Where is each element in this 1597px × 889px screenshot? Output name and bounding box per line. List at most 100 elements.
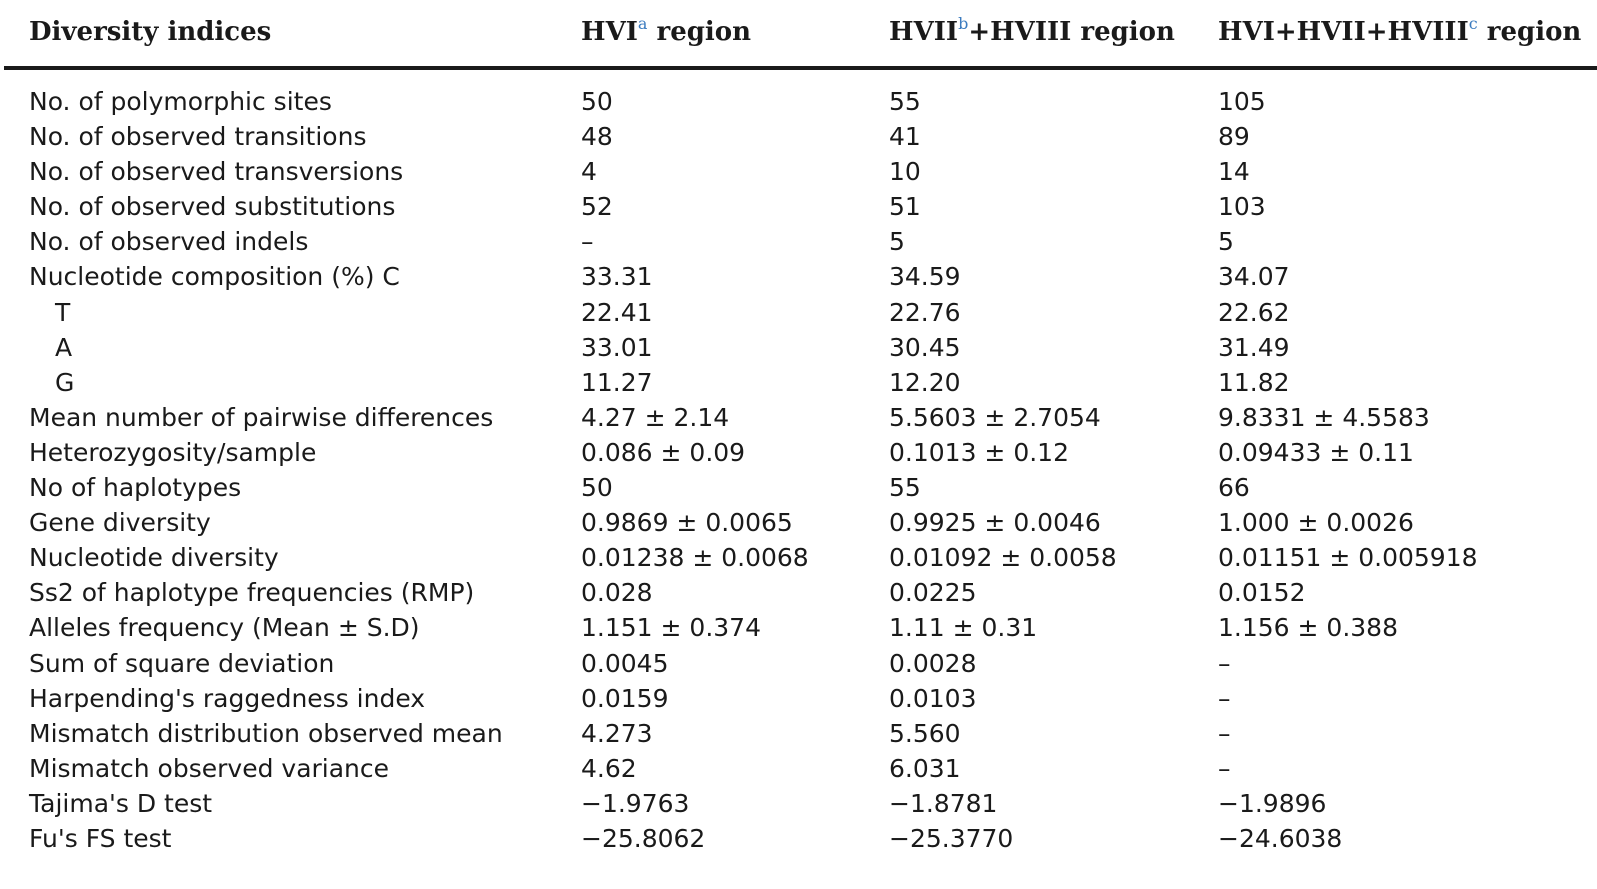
- row-value-col-3: 103: [1218, 192, 1266, 222]
- row-value-col-2: 0.0225: [889, 578, 977, 608]
- row-label: No. of observed indels: [29, 227, 309, 257]
- row-value-col-3: 5: [1218, 227, 1234, 257]
- table-row: Mean number of pairwise differences 4.27 …: [0, 400, 1597, 435]
- row-value-col-1: 52: [581, 192, 613, 222]
- table-row: Mismatch observed variance 4.62 6.031 –: [0, 751, 1597, 786]
- row-value-col-3: −1.9896: [1218, 788, 1327, 818]
- row-value-col-3: 1.156 ± 0.388: [1218, 613, 1398, 643]
- row-value-col-3: −24.6038: [1218, 823, 1343, 853]
- row-value-col-1: 33.01: [581, 332, 653, 362]
- row-value-col-2: 1.11 ± 0.31: [889, 613, 1038, 643]
- header-diversity-indices: Diversity indices: [29, 17, 272, 47]
- row-value-col-3: 66: [1218, 473, 1250, 503]
- table-row: No. of polymorphic sites 50 55 105: [0, 84, 1597, 119]
- table-row: Tajima's D test −1.9763 −1.8781 −1.9896: [0, 786, 1597, 821]
- row-value-col-1: 50: [581, 87, 613, 116]
- row-value-col-2: 0.0028: [889, 648, 977, 678]
- row-value-col-1: 0.086 ± 0.09: [581, 437, 746, 467]
- row-value-col-1: 50: [581, 473, 613, 503]
- row-label: Tajima's D test: [29, 788, 213, 818]
- footnote-marker-b[interactable]: b: [958, 14, 969, 33]
- row-value-col-2: 0.01092 ± 0.0058: [889, 543, 1117, 573]
- table-row: Heterozygosity/sample 0.086 ± 0.09 0.1013 …: [0, 435, 1597, 470]
- row-label: Harpending's raggedness index: [29, 683, 426, 713]
- row-label: No of haplotypes: [29, 473, 242, 503]
- row-value-col-3: 105: [1218, 87, 1266, 116]
- row-label: Ss2 of haplotype frequencies (RMP): [29, 578, 475, 608]
- footnote-marker-c[interactable]: c: [1468, 14, 1478, 33]
- row-value-col-2: 41: [889, 122, 921, 152]
- table-row: No. of observed indels – 5 5: [0, 224, 1597, 259]
- row-value-col-3: –: [1218, 683, 1231, 713]
- row-value-col-2: 5.5603 ± 2.7054: [889, 402, 1101, 432]
- row-value-col-2: 0.9925 ± 0.0046: [889, 508, 1101, 538]
- table-row: Sum of square deviation 0.0045 0.0028 –: [0, 646, 1597, 681]
- row-value-col-3: 9.8331 ± 4.5583: [1218, 402, 1430, 432]
- row-value-col-3: 31.49: [1218, 332, 1290, 362]
- table-header-row: Diversity indices HVIa region HVIIb+HVII…: [0, 0, 1597, 66]
- row-label: T: [55, 297, 71, 327]
- row-value-col-3: 11.82: [1218, 367, 1290, 397]
- table-row: G 11.27 12.20 11.82: [0, 365, 1597, 400]
- table-row: Fu's FS test −25.8062 −25.3770 −24.6038: [0, 821, 1597, 856]
- table-row: Mismatch distribution observed mean 4.273…: [0, 716, 1597, 751]
- row-value-col-3: 0.09433 ± 0.11: [1218, 437, 1414, 467]
- row-value-col-1: 0.01238 ± 0.0068: [581, 543, 809, 573]
- row-value-col-3: 22.62: [1218, 297, 1290, 327]
- table-row: No. of observed substitutions 52 51 103: [0, 189, 1597, 224]
- row-label: Gene diversity: [29, 508, 211, 538]
- row-value-col-1: 4.273: [581, 718, 653, 748]
- table-row: A 33.01 30.45 31.49: [0, 330, 1597, 365]
- row-label: Nucleotide composition (%) C: [29, 262, 400, 292]
- row-label: No. of observed substitutions: [29, 192, 396, 222]
- row-value-col-3: 89: [1218, 122, 1250, 152]
- row-value-col-2: 0.0103: [889, 683, 977, 713]
- row-value-col-2: 22.76: [889, 297, 961, 327]
- row-value-col-1: 0.0159: [581, 683, 669, 713]
- row-value-col-3: 14: [1218, 157, 1250, 187]
- table-row: Nucleotide composition (%) C 33.31 34.59 34…: [0, 259, 1597, 294]
- row-label: Mean number of pairwise differences: [29, 402, 494, 432]
- row-label: No. of polymorphic sites: [29, 87, 332, 116]
- row-value-col-2: 34.59: [889, 262, 961, 292]
- row-value-col-1: –: [581, 227, 594, 257]
- row-value-col-1: 4.62: [581, 753, 637, 783]
- row-value-col-3: 0.0152: [1218, 578, 1306, 608]
- row-value-col-2: 10: [889, 157, 921, 187]
- row-value-col-2: 51: [889, 192, 921, 222]
- header-hvi-hvii-hviii-region: HVI+HVII+HVIIIc region: [1218, 14, 1582, 47]
- row-value-col-1: 48: [581, 122, 613, 152]
- header-rule: [4, 66, 1597, 70]
- row-label: No. of observed transitions: [29, 122, 367, 152]
- row-value-col-1: 4: [581, 157, 597, 187]
- row-value-col-3: 0.01151 ± 0.005918: [1218, 543, 1478, 573]
- row-value-col-2: 0.1013 ± 0.12: [889, 437, 1069, 467]
- row-value-col-1: −25.8062: [581, 823, 706, 853]
- row-label: A: [55, 332, 73, 362]
- row-value-col-2: 55: [889, 473, 921, 503]
- row-label: Alleles frequency (Mean ± S.D): [29, 613, 420, 643]
- row-value-col-3: –: [1218, 753, 1231, 783]
- row-value-col-3: 1.000 ± 0.0026: [1218, 508, 1414, 538]
- row-value-col-1: 1.151 ± 0.374: [581, 613, 761, 643]
- row-value-col-2: −25.3770: [889, 823, 1014, 853]
- table-row: No. of observed transitions 48 41 89: [0, 119, 1597, 154]
- row-value-col-1: 22.41: [581, 297, 653, 327]
- row-value-col-1: 11.27: [581, 367, 653, 397]
- table-row: No. of observed transversions 4 10 14: [0, 154, 1597, 189]
- row-label: Heterozygosity/sample: [29, 437, 317, 467]
- footnote-marker-a[interactable]: a: [637, 14, 648, 33]
- table-body: No. of polymorphic sites 50 55 105 No. of ob…: [0, 84, 1597, 856]
- row-value-col-2: 30.45: [889, 332, 961, 362]
- header-hvi-region: HVIa region: [581, 14, 752, 47]
- row-label: Sum of square deviation: [29, 648, 335, 678]
- row-label: Fu's FS test: [29, 823, 172, 853]
- row-value-col-1: −1.9763: [581, 788, 690, 818]
- row-label: Mismatch observed variance: [29, 753, 390, 783]
- table-row: No of haplotypes 50 55 66: [0, 470, 1597, 505]
- table-row: Gene diversity 0.9869 ± 0.0065 0.9925 ± 0.…: [0, 505, 1597, 540]
- row-value-col-2: 55: [889, 87, 921, 116]
- table-row: Nucleotide diversity 0.01238 ± 0.0068 0.01…: [0, 540, 1597, 575]
- row-value-col-1: 33.31: [581, 262, 653, 292]
- row-value-col-1: 0.028: [581, 578, 653, 608]
